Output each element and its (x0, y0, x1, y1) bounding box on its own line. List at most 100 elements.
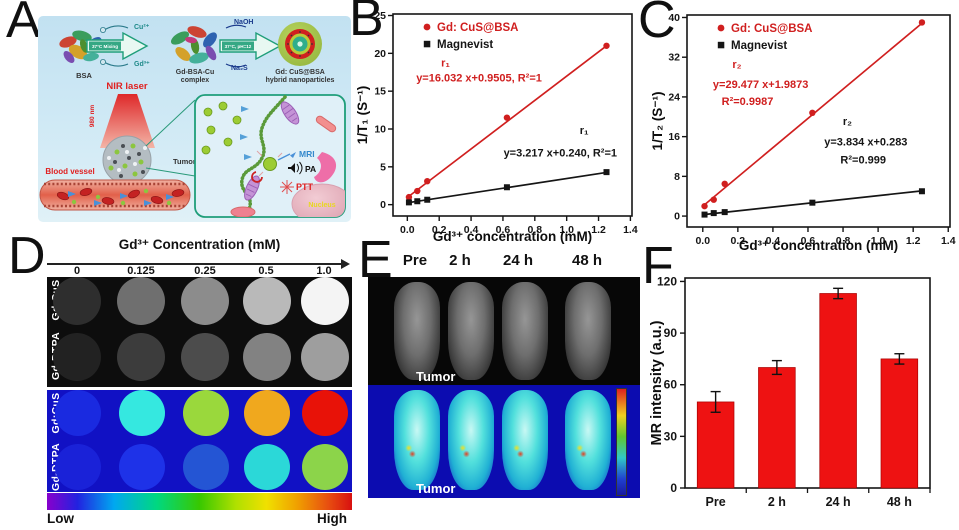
inset-connector-top (145, 99, 196, 147)
svg-text:16: 16 (668, 131, 680, 143)
ptt-sparkle-icon (280, 180, 294, 194)
fit-annotation: r₁ (580, 125, 589, 137)
bar-2 h (758, 367, 796, 489)
svg-text:1.0: 1.0 (559, 224, 574, 236)
timepoint-label: 2 h (449, 252, 471, 269)
legend-entry: Gd: CuS@BSA (731, 23, 813, 35)
phantom-well (183, 390, 229, 436)
small-organelle (230, 206, 256, 217)
series-Magnevist (405, 169, 610, 206)
t1-colormap-block: Gd:CuS Gd-DTPA (47, 390, 352, 492)
svg-text:0.0: 0.0 (400, 224, 415, 236)
bar-48 h (880, 358, 919, 489)
laser-beam (100, 94, 155, 148)
arrow2-condition: 37°C, pH=12 (225, 44, 252, 49)
category-label: Pre (706, 495, 726, 509)
svg-text:0.8: 0.8 (836, 235, 851, 247)
nanoparticle (278, 22, 322, 66)
legend-entry: Magnevist (731, 40, 787, 52)
svg-text:8: 8 (674, 171, 680, 183)
phantom-well (181, 277, 229, 325)
pa-label: PA (305, 164, 316, 174)
panel-a-illustration: BSA 37°C Mixing Cu²⁺ Gd³⁺ Gd-BSA-Cu comp… (38, 16, 351, 222)
arrow2-reagent-bottom: Na₂S (231, 65, 248, 72)
concentration-tick: 1.0 (316, 265, 332, 277)
bar-Pre (696, 401, 735, 489)
er-organelle (314, 152, 337, 183)
reaction-arrow-2: 37°C, pH=12 NaOH Na₂S (219, 19, 282, 72)
y-axis-label: 1/T₁ (S⁻¹) (356, 86, 370, 144)
phantom-well (244, 444, 290, 490)
svg-text:0.0: 0.0 (695, 235, 710, 247)
svg-text:24: 24 (668, 91, 680, 103)
svg-text:10: 10 (374, 123, 386, 135)
uptake-arrows (240, 106, 252, 160)
svg-text:1.2: 1.2 (591, 224, 606, 236)
series-Gd: CuS@BSA (405, 42, 610, 201)
tumor-annotation: Tumor (416, 481, 456, 496)
svg-text:0.4: 0.4 (766, 235, 781, 247)
blood-vessel-label: Blood vessel (45, 167, 94, 176)
phantom-well (244, 390, 290, 436)
svg-text:120: 120 (657, 274, 677, 288)
svg-text:32: 32 (668, 52, 680, 64)
svg-text:0.8: 0.8 (528, 224, 543, 236)
mouse-scan-color (565, 390, 611, 490)
category-label: 24 h (826, 495, 851, 509)
series-Gd: CuS@BSA (701, 19, 926, 210)
panel-b-label: B (349, 0, 384, 47)
fit-annotation: y=16.032 x+0.9505, R²=1 (416, 73, 542, 85)
concentration-arrow (47, 263, 341, 265)
phantom-well (119, 390, 165, 436)
svg-text:0: 0 (674, 211, 680, 223)
nir-laser-label: NIR laser (106, 81, 147, 92)
complex-molecule (170, 26, 217, 64)
mri-label: MRI (299, 149, 315, 159)
ptt-label: PTT (296, 182, 314, 192)
arrow1-reagent-top: Cu²⁺ (134, 24, 150, 31)
svg-text:40: 40 (668, 12, 680, 24)
svg-text:1.0: 1.0 (871, 235, 886, 247)
svg-text:5: 5 (380, 161, 386, 173)
panel-c-label: C (638, 0, 676, 49)
y-axis-label: 1/T₂ (S⁻¹) (652, 92, 665, 151)
np-label-line2: hybrid nanoparticles (266, 77, 335, 84)
pink-rod-organelle (315, 115, 337, 133)
speaker-icon (288, 161, 303, 175)
relaxivity-r2-chart: 0.0 0.2 0.4 0.6 0.8 1.0 1.2 1.4 0 8 16 24 32 40 Gd³⁺ c… (652, 12, 956, 253)
mouse-scan (448, 282, 494, 380)
fit-annotation: y=29.477 x+1.9873 (713, 79, 808, 91)
inset-connector-bottom (145, 167, 196, 177)
arrow1-condition: 37°C Mixing (92, 44, 118, 49)
mitochondrion-1 (280, 101, 300, 125)
t1-grayscale-block: Gd:CuS Gd-DTPA (47, 277, 352, 387)
phantom-well (302, 444, 348, 490)
panel-f-label: F (642, 237, 674, 295)
svg-text:0.6: 0.6 (496, 224, 511, 236)
mouse-scan-color (448, 390, 494, 490)
colorbar-high-label: High (317, 511, 347, 526)
phantom-well (117, 333, 165, 381)
reaction-arrow-1: 37°C Mixing Cu²⁺ Gd³⁺ (86, 24, 150, 68)
complex-label-line2: complex (181, 77, 210, 84)
timepoint-label: 48 h (571, 252, 602, 269)
colorbar-low-label: Low (47, 511, 74, 526)
svg-text:90: 90 (664, 326, 678, 340)
phantom-well (53, 277, 101, 325)
phantom-well (243, 333, 291, 381)
phantom-well (243, 277, 291, 325)
legend-entry: Magnevist (437, 39, 493, 51)
free-nanoparticles (201, 101, 242, 155)
nucleus-label: Nucleus (308, 202, 335, 209)
phantom-well (117, 277, 165, 325)
phantom-well (302, 390, 348, 436)
mr-intensity-bar-chart: 0 30 60 90 120 MR intensity (a.u.) Pre 2 h 24 h 4… (649, 274, 931, 509)
panel-d-phantom-mri: Gd³⁺ Concentration (mM) 0 0.125 0.25 0.5… (0, 237, 362, 530)
fit-annotation: R²=0.999 (840, 154, 886, 166)
mri-colorbar (616, 388, 627, 496)
mouse-scan (502, 282, 548, 380)
relaxivity-r1-chart: 0.0 0.2 0.4 0.6 0.8 1.0 1.2 1.4 0 5 10 15 20 25 Gd³⁺ c… (356, 10, 638, 244)
phantom-well (53, 333, 101, 381)
concentration-title: Gd³⁺ Concentration (mM) (118, 237, 281, 252)
mri-arrowhead (290, 152, 296, 158)
